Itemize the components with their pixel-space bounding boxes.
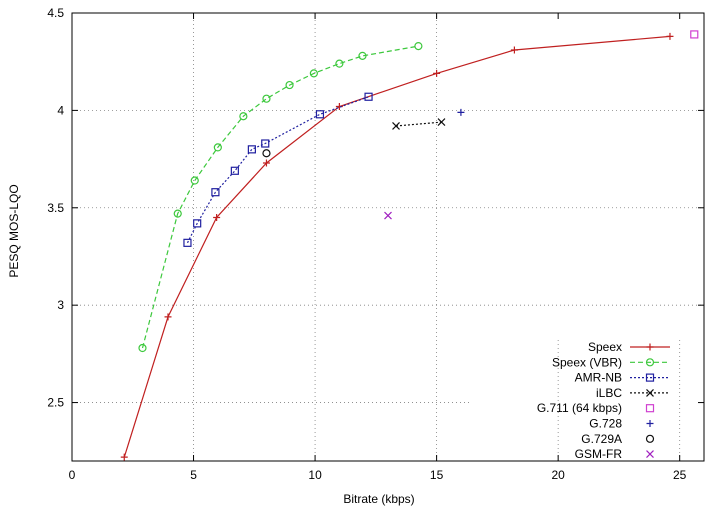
legend-marker-5 [646, 420, 654, 427]
grid [72, 13, 704, 461]
legend-label-2: AMR-NB [575, 371, 622, 385]
series-2 [183, 92, 373, 247]
series-4 [690, 30, 699, 39]
series-3-point-0 [392, 122, 400, 130]
legend-label-7: GSM-FR [575, 447, 623, 461]
y-tick-label-4: 4.5 [47, 6, 64, 20]
series-0-point-0 [120, 453, 128, 461]
series-7-point-0 [384, 211, 392, 220]
y-tick-label-3: 4 [57, 103, 64, 117]
series-2-point-2 [211, 188, 220, 197]
series-2-point-4 [247, 145, 256, 154]
series-1-point-3 [213, 143, 222, 152]
series-7 [384, 211, 392, 220]
series-3 [392, 118, 446, 130]
series-0-point-2 [213, 214, 221, 222]
series-0-point-7 [666, 32, 674, 40]
series-1-point-7 [309, 69, 318, 78]
series-1-point-5 [262, 94, 271, 103]
series-0 [120, 32, 674, 461]
series-2-point-5 [261, 139, 270, 148]
series-0-point-5 [433, 69, 441, 77]
series-2-point-7 [364, 92, 373, 101]
series-6 [262, 149, 271, 158]
series-2-point-6 [315, 110, 325, 119]
series-1-point-2 [190, 176, 199, 185]
y-tick-label-1: 3 [57, 298, 64, 312]
series-0-point-1 [164, 313, 172, 321]
series-1-point-0 [138, 343, 147, 353]
y-axis-title: PESQ MOS-LQO [7, 184, 21, 277]
legend-marker-2 [645, 373, 655, 382]
x-tick-label-2: 10 [308, 468, 322, 482]
series-2-point-3 [230, 166, 239, 175]
series-3-point-1 [437, 118, 446, 127]
series-1-point-9 [358, 51, 367, 60]
legend-marker-6 [645, 434, 655, 443]
series-line-2 [186, 96, 369, 244]
legend-label-5: G.728 [589, 417, 622, 431]
legend-marker-4 [645, 404, 655, 413]
legend-marker-0 [646, 343, 654, 351]
series-1-point-8 [335, 59, 344, 68]
x-tick-label-5: 25 [673, 468, 687, 482]
series-5 [457, 108, 465, 116]
series-5-point-0 [457, 108, 465, 116]
series-0-point-3 [262, 159, 270, 167]
series-2-point-0 [183, 238, 192, 247]
legend-label-1: Speex (VBR) [552, 355, 622, 369]
legend-label-6: G.729A [581, 432, 622, 446]
x-tick-label-1: 5 [190, 468, 197, 482]
series-1-point-10 [414, 42, 423, 51]
series-line-1 [141, 45, 419, 349]
x-tick-label-3: 15 [430, 468, 444, 482]
plot-frame [71, 12, 705, 462]
series-line-0 [123, 35, 671, 458]
legend-label-4: G.711 (64 kbps) [537, 401, 622, 415]
series-4-point-0 [690, 30, 699, 39]
x-axis-title: Bitrate (kbps) [343, 492, 414, 506]
series-layer [120, 30, 699, 461]
legend-marker-1 [645, 358, 655, 367]
legend-marker-3 [646, 388, 654, 397]
series-1 [138, 42, 423, 353]
axes: 0 5 10 15 20 25 2.5 3 3.5 4 4.5 [47, 6, 705, 482]
x-tick-label-4: 20 [551, 468, 565, 482]
series-0-point-6 [510, 46, 518, 54]
legend-label-3: iLBC [596, 386, 622, 400]
y-tick-label-0: 2.5 [47, 396, 64, 410]
series-1-point-1 [173, 209, 182, 218]
x-tick-label-0: 0 [69, 468, 76, 482]
legend-label-0: Speex [588, 340, 622, 354]
series-1-point-4 [239, 112, 248, 121]
y-tick-label-2: 3.5 [47, 201, 64, 215]
series-2-point-1 [193, 219, 202, 228]
legend-marker-7 [646, 450, 654, 459]
series-1-point-6 [285, 80, 294, 90]
series-6-point-0 [262, 149, 271, 158]
